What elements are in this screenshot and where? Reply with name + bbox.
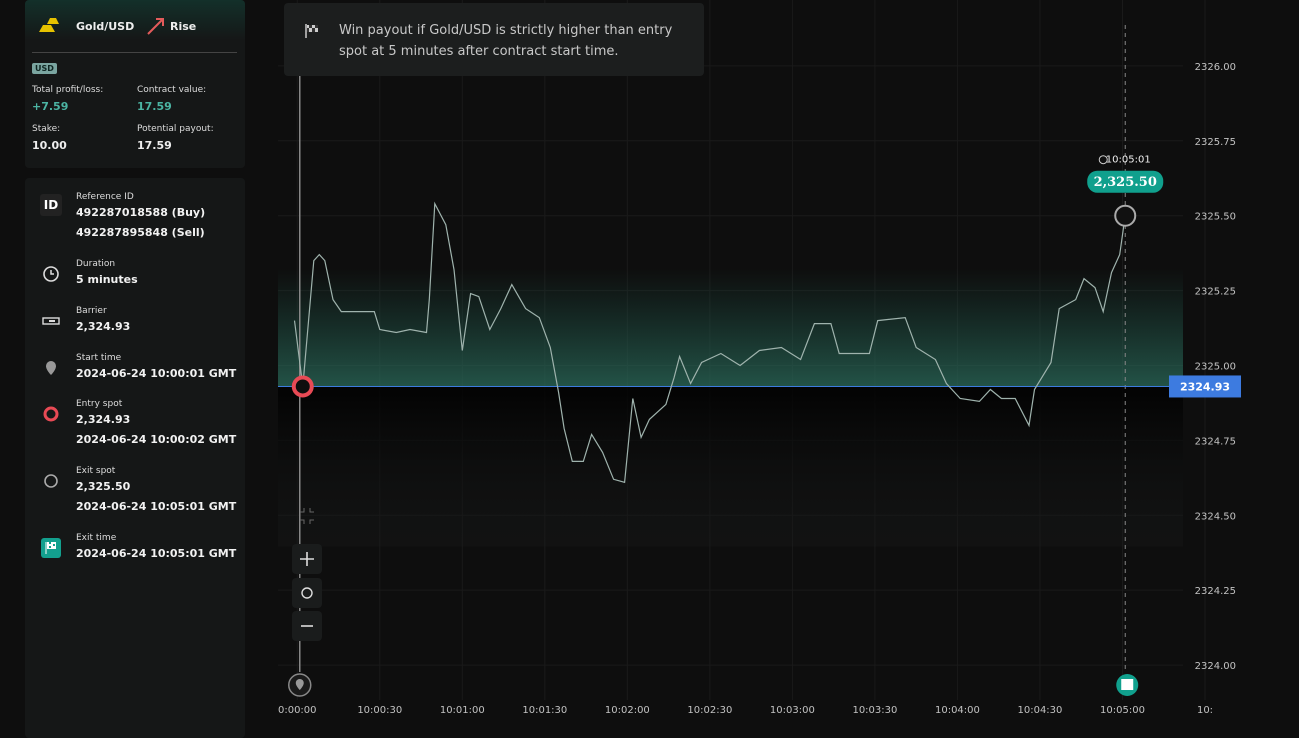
exit-time-label: 10:05:01 bbox=[1106, 155, 1151, 166]
y-tick-label: 2325.50 bbox=[1195, 212, 1236, 223]
detail-label: Exit spot bbox=[76, 466, 116, 476]
profit: +7.59 bbox=[32, 100, 69, 113]
x-tick-label: 10:05:00 bbox=[1100, 705, 1145, 716]
details-card: ID Reference ID 492287018588 (Buy) 49228789… bbox=[25, 178, 245, 738]
detail-icon: ID bbox=[40, 194, 62, 216]
symbol: Gold/USD bbox=[76, 20, 135, 33]
detail-value: 2,324.93 bbox=[76, 320, 131, 333]
detail-row: Start time 2024-06-24 10:00:01 GMT bbox=[25, 353, 245, 413]
divider bbox=[32, 52, 237, 53]
x-tick-label: 10:01:00 bbox=[440, 705, 485, 716]
detail-value: 2,324.93 bbox=[76, 413, 131, 426]
x-tick-label: 10:00:30 bbox=[357, 705, 402, 716]
y-tick-label: 2325.25 bbox=[1195, 287, 1236, 298]
contract-card: Gold/USD Rise USD Total profit/loss: +7.… bbox=[25, 0, 245, 168]
info-text: Win payout if Gold/USD is strictly highe… bbox=[339, 23, 673, 59]
detail-label: Barrier bbox=[76, 306, 107, 316]
exit-tag bbox=[1087, 170, 1164, 193]
x-tick-label: 10:03:30 bbox=[852, 705, 897, 716]
x-tick-label: 0:00:00 bbox=[278, 705, 317, 716]
payout: 17.59 bbox=[137, 139, 172, 152]
label: Contract value: bbox=[137, 85, 207, 95]
detail-label: Start time bbox=[76, 353, 122, 363]
detail-row: ID Reference ID 492287018588 (Buy) 49228789… bbox=[25, 192, 245, 252]
flag-icon bbox=[1121, 679, 1134, 690]
detail-row: Exit time 2024-06-24 10:05:01 GMT bbox=[25, 533, 245, 593]
pin-icon bbox=[295, 679, 304, 690]
x-tick-label: 10:04:00 bbox=[935, 705, 980, 716]
x-tick-label: 10:02:00 bbox=[605, 705, 650, 716]
exit-price-label: 2,325.50 bbox=[1094, 175, 1157, 190]
flag-icon bbox=[305, 24, 318, 38]
detail-icon bbox=[43, 406, 59, 422]
y-tick-label: 2325.75 bbox=[1195, 137, 1236, 148]
recenter[interactable] bbox=[292, 578, 322, 608]
detail-label: Entry spot bbox=[76, 399, 123, 409]
gold-icon bbox=[39, 18, 59, 32]
barrier-tag bbox=[1169, 375, 1241, 398]
y-tick-label: 2324.75 bbox=[1195, 436, 1236, 447]
x-tick-label: 10:01:30 bbox=[522, 705, 567, 716]
detail-value: 492287895848 (Sell) bbox=[76, 226, 205, 239]
y-tick-label: 2324.00 bbox=[1195, 661, 1236, 672]
x-tick-label: 10:04:30 bbox=[1017, 705, 1062, 716]
y-tick-label: 2324.25 bbox=[1195, 586, 1236, 597]
detail-value: 2024-06-24 10:00:01 GMT bbox=[76, 367, 237, 380]
price-line bbox=[293, 201, 1126, 484]
trade-type: Rise bbox=[170, 20, 197, 33]
detail-icon bbox=[41, 538, 61, 558]
stake: 10.00 bbox=[32, 139, 67, 152]
detail-value: 2024-06-24 10:05:01 GMT bbox=[76, 500, 237, 513]
detail-label: Duration bbox=[76, 259, 116, 269]
rise-icon bbox=[147, 18, 164, 35]
x-tick-label: 10:03:00 bbox=[770, 705, 815, 716]
target-icon bbox=[301, 587, 313, 599]
zoom-controls bbox=[292, 508, 322, 641]
collapse-icon[interactable] bbox=[300, 508, 314, 524]
plus-icon bbox=[300, 552, 314, 566]
exit-spot bbox=[1114, 204, 1137, 227]
detail-icon bbox=[43, 266, 59, 282]
detail-value: 5 minutes bbox=[76, 273, 138, 286]
detail-value: 2024-06-24 10:00:02 GMT bbox=[76, 433, 237, 446]
plot: 2324.00 2324.25 2324.50 2324.75 2325.00 2325.… bbox=[278, 25, 1241, 716]
label: Stake: bbox=[32, 124, 61, 134]
currency-badge: USD bbox=[32, 63, 57, 74]
loss-zone bbox=[278, 386, 1183, 547]
detail-value: 2,325.50 bbox=[76, 480, 131, 493]
y-tick-label: 2324.50 bbox=[1195, 511, 1236, 522]
detail-label: Reference ID bbox=[76, 192, 134, 202]
detail-label: Exit time bbox=[76, 533, 117, 543]
detail-row: Exit spot 2,325.50 2024-06-24 10:05:01 GMT bbox=[25, 466, 245, 526]
y-tick-label: 2325.00 bbox=[1195, 361, 1236, 372]
info-box: Win payout if Gold/USD is strictly highe… bbox=[284, 3, 704, 76]
detail-row: Entry spot 2,324.93 2024-06-24 10:00:02 GM… bbox=[25, 399, 245, 459]
detail-icon bbox=[44, 474, 58, 488]
barrier-label: 2324.93 bbox=[1180, 380, 1230, 393]
profit-zone bbox=[278, 268, 1183, 387]
entry-spot bbox=[291, 375, 314, 398]
contract-value: 17.59 bbox=[137, 100, 172, 113]
detail-icon bbox=[46, 361, 56, 375]
y-tick-label: 2326.00 bbox=[1195, 62, 1236, 73]
label: Potential payout: bbox=[137, 124, 214, 134]
label: Total profit/loss: bbox=[32, 85, 104, 95]
clock-icon bbox=[1098, 155, 1108, 165]
detail-icon bbox=[42, 317, 60, 325]
detail-value: 2024-06-24 10:05:01 GMT bbox=[76, 547, 237, 560]
detail-row: Barrier 2,324.93 bbox=[25, 306, 245, 366]
detail-value: 492287018588 (Buy) bbox=[76, 206, 206, 219]
x-tick-label: 10:02:30 bbox=[687, 705, 732, 716]
x-tick-label: 10: bbox=[1197, 705, 1213, 716]
detail-row: Duration 5 minutes bbox=[25, 259, 245, 319]
